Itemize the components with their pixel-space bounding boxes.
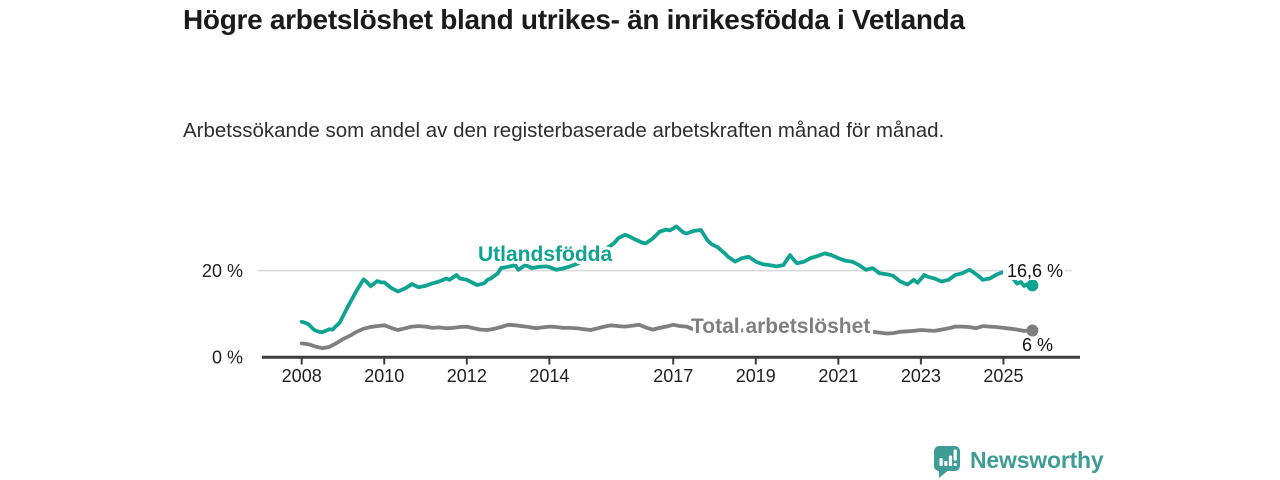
x-tick-label: 2008 — [282, 366, 322, 386]
end-dot-utlandsfodda — [1026, 279, 1039, 292]
page-title: Högre arbetslöshet bland utrikes- än inr… — [183, 4, 965, 35]
x-tick-label: 2021 — [818, 366, 858, 386]
x-tick-label: 2012 — [447, 366, 487, 386]
end-label-backdrop — [1003, 261, 1065, 280]
end-dot-total — [1026, 324, 1039, 337]
series-label-utlandsfodda: Utlandsfödda — [478, 243, 612, 266]
end-value-label-utlandsfodda: 16,6 % — [1007, 261, 1063, 281]
x-tick-label: 2014 — [529, 366, 569, 386]
chart-subtitle: Arbetssökande som andel av den registerb… — [183, 119, 945, 142]
y-tick-label-0: 0 % — [212, 348, 243, 368]
y-tick-label-20: 20 % — [202, 261, 243, 281]
x-tick-label: 2025 — [983, 366, 1023, 386]
x-axis-ticks: 2008 2010 2012 2014 2017 2019 2021 2023 2025 — [282, 357, 1023, 386]
end-value-label-total: 6 % — [1022, 335, 1053, 355]
line-utlandsfodda — [299, 224, 1035, 335]
line-total — [299, 321, 1035, 351]
x-tick-label: 2010 — [364, 366, 404, 386]
x-tick-label: 2019 — [736, 366, 776, 386]
x-tick-label: 2017 — [653, 366, 693, 386]
newsworthy-speech-bubble-bar-chart-icon — [934, 445, 960, 478]
newsworthy-wordmark: Newsworthy — [970, 447, 1104, 473]
x-tick-label: 2023 — [901, 366, 941, 386]
newsworthy-logo[interactable]: Newsworthy — [933, 444, 1104, 478]
series-lines — [299, 224, 1039, 351]
series-label-total: Total arbetslöshet — [691, 315, 870, 338]
